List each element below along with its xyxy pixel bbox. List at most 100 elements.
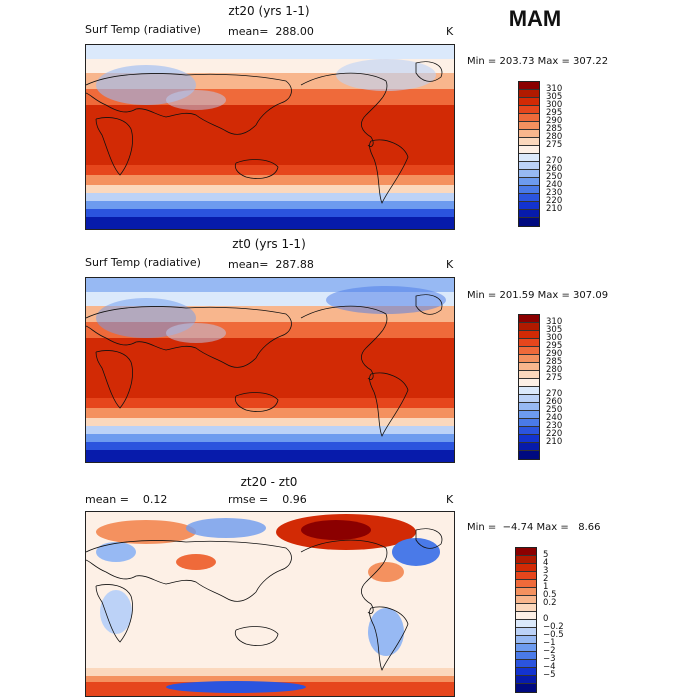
colorbar-box (519, 146, 539, 154)
colorbar-label: −3 (543, 654, 556, 664)
panel-1-mean: mean= 288.00 (228, 25, 314, 38)
panel-3-rmse: rmse = 0.96 (228, 493, 307, 506)
colorbar-box (519, 210, 539, 218)
colorbar-label: 0 (543, 614, 549, 624)
colorbar-label: 275 (546, 373, 563, 383)
colorbar-box (519, 443, 539, 451)
colorbar-box (516, 636, 536, 644)
panel-3-mean: mean = 0.12 (85, 493, 168, 506)
colorbar-label: −0.2 (543, 622, 564, 632)
colorbar-label: 275 (546, 140, 563, 150)
colorbar-box (519, 194, 539, 202)
panel-2-map (85, 277, 455, 463)
colorbar-label: 1 (543, 582, 549, 592)
colorbar-box (516, 604, 536, 612)
panel-1-minmax: Min = 203.73 Max = 307.22 (467, 56, 609, 67)
colorbar-label: 310 (546, 317, 563, 327)
colorbar-label: 230 (546, 421, 563, 431)
panel-1-title: zt20 (yrs 1-1) (228, 4, 310, 18)
colorbar-label: 4 (543, 558, 549, 568)
colorbar-box (519, 419, 539, 427)
colorbar-label: 210 (546, 204, 563, 214)
colorbar-box (519, 451, 539, 459)
colorbar-box (519, 403, 539, 411)
colorbar-label: 295 (546, 108, 563, 118)
colorbar-box (519, 371, 539, 379)
panel-3-minmax: Min = −4.74 Max = 8.66 (467, 522, 601, 533)
colorbar-label: 270 (546, 389, 563, 399)
colorbar-label: 260 (546, 164, 563, 174)
colorbar-label: 295 (546, 341, 563, 351)
colorbar-box (516, 644, 536, 652)
colorbar-box (516, 620, 536, 628)
colorbar-label: 2 (543, 574, 549, 584)
colorbar-box (516, 684, 536, 692)
colorbar-label: 280 (546, 132, 563, 142)
panel-2-colorbar-labels: 310 305 300 295 290 285 280 275 270 260 … (546, 314, 586, 459)
colorbar-label: 290 (546, 349, 563, 359)
colorbar-label: 230 (546, 188, 563, 198)
colorbar-label: 270 (546, 156, 563, 166)
colorbar-label: 280 (546, 365, 563, 375)
colorbar-label: 300 (546, 333, 563, 343)
colorbar-box (519, 82, 539, 90)
colorbar-box (519, 395, 539, 403)
colorbar-label: 0.2 (543, 598, 557, 608)
panel-3-colorbar (515, 547, 537, 693)
colorbar-label: −5 (543, 670, 556, 680)
colorbar-label: 290 (546, 116, 563, 126)
colorbar-label: 310 (546, 84, 563, 94)
colorbar-box (519, 186, 539, 194)
colorbar-label: −0.5 (543, 630, 564, 640)
colorbar-label: 260 (546, 397, 563, 407)
colorbar-box (519, 427, 539, 435)
colorbar-box (516, 652, 536, 660)
panel-2-colorbar (518, 314, 540, 460)
colorbar-label: −4 (543, 662, 556, 672)
colorbar-box (516, 676, 536, 684)
colorbar-box (519, 323, 539, 331)
panel-2-title: zt0 (yrs 1-1) (232, 237, 306, 251)
colorbar-box (516, 588, 536, 596)
colorbar-box (519, 347, 539, 355)
colorbar-label: 285 (546, 124, 563, 134)
panel-3-title: zt20 - zt0 (240, 475, 298, 489)
panel-3-unit: K (446, 493, 454, 506)
colorbar-box (516, 564, 536, 572)
colorbar-box (519, 218, 539, 226)
colorbar-box (519, 355, 539, 363)
colorbar-box (519, 435, 539, 443)
colorbar-box (519, 178, 539, 186)
colorbar-box (519, 411, 539, 419)
season-title: MAM (508, 6, 562, 31)
colorbar-box (519, 315, 539, 323)
colorbar-label: 220 (546, 429, 563, 439)
colorbar-box (519, 98, 539, 106)
panel-3-colorbar-labels: 5 4 3 2 1 0.5 0.2 0 −0.2 −0.5 −1 −2 −3 −… (543, 547, 588, 695)
colorbar-box (519, 106, 539, 114)
colorbar-label: 240 (546, 413, 563, 423)
colorbar-box (519, 202, 539, 210)
colorbar-box (516, 628, 536, 636)
colorbar-box (519, 114, 539, 122)
colorbar-box (516, 572, 536, 580)
colorbar-box (516, 580, 536, 588)
colorbar-box (519, 162, 539, 170)
colorbar-box (516, 548, 536, 556)
colorbar-label: 5 (543, 550, 549, 560)
colorbar-box (519, 90, 539, 98)
colorbar-label: 250 (546, 405, 563, 415)
colorbar-label: 305 (546, 92, 563, 102)
panel-2-unit: K (446, 258, 454, 271)
colorbar-label: −1 (543, 638, 556, 648)
colorbar-box (519, 154, 539, 162)
colorbar-label: −2 (543, 646, 556, 656)
colorbar-label: 3 (543, 566, 549, 576)
panel-1-var-label: Surf Temp (radiative) (85, 23, 201, 36)
colorbar-box (519, 170, 539, 178)
colorbar-label: 285 (546, 357, 563, 367)
panel-2-mean: mean= 287.88 (228, 258, 314, 271)
colorbar-box (519, 379, 539, 387)
colorbar-box (516, 668, 536, 676)
colorbar-box (516, 660, 536, 668)
